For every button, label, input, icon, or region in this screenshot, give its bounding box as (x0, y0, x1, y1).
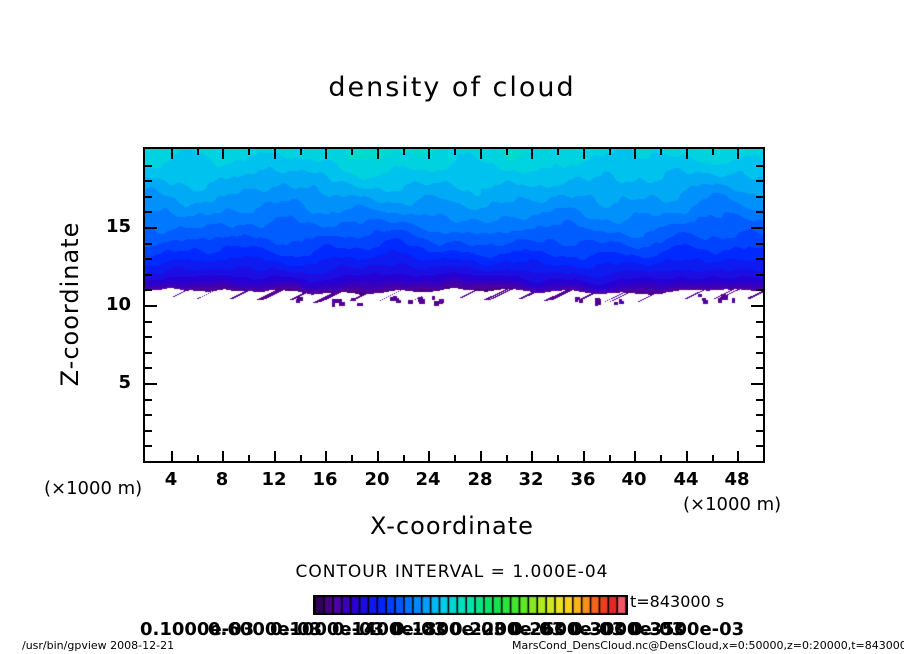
y-tick-label: 15 (105, 216, 131, 237)
colorbar-tick-label: 0.6000e-03 (208, 619, 323, 640)
y-axis-title: Z-coordinate (56, 221, 84, 387)
colorbar-tick-label: 0.3500e-03 (630, 619, 745, 640)
density-field-heatmap (145, 149, 763, 461)
footer-command: /usr/bin/gpview 2008-12-21 (22, 639, 175, 652)
x-tick-label: 44 (673, 469, 699, 490)
x-tick-label: 32 (518, 469, 544, 490)
colorbar-tick-label: 0.2200e-03 (450, 619, 565, 640)
x-tick-label: 36 (570, 469, 596, 490)
colorbar (313, 595, 628, 615)
x-axis-unit-right: (×1000 m) (683, 494, 782, 515)
x-tick-label: 4 (164, 469, 178, 490)
x-tick-label: 40 (621, 469, 647, 490)
y-tick-label: 5 (118, 372, 131, 393)
colorbar-tick-label: 0.1000e-03 (270, 619, 385, 640)
x-axis-unit-left: (×1000 m) (44, 478, 143, 499)
page-title: density of cloud (328, 72, 576, 103)
contour-interval-label: CONTOUR INTERVAL = 1.000E-04 (295, 562, 609, 582)
x-tick-label: 20 (364, 469, 390, 490)
x-tick-label: 24 (415, 469, 441, 490)
colorbar-tick-labels: 0.1000e-03 0.6000e-03 0.1000e-03 0.1400e-03… (140, 619, 780, 643)
x-tick-label: 48 (724, 469, 750, 490)
x-tick-label: 12 (261, 469, 287, 490)
x-tick-label: 8 (215, 469, 229, 490)
colorbar-tick-label: 0.1400e-03 (332, 619, 447, 640)
colorbar-tick-label: 0.1000e-03 (140, 619, 255, 640)
x-tick-label: 28 (467, 469, 493, 490)
colorbar-tick-label: 0.1800e-03 (392, 619, 507, 640)
plot-area (143, 147, 765, 463)
colorbar-tick-label: 0.3000e-03 (570, 619, 685, 640)
colorbar-gradient (313, 595, 628, 615)
y-tick-label: 10 (105, 294, 131, 315)
footer-dataset-info: MarsCond_DensCloud.nc@DensCloud,x=0:5000… (512, 639, 904, 652)
x-tick-label: 16 (312, 469, 338, 490)
time-label: t=843000 s (630, 592, 725, 611)
x-axis-title: X-coordinate (370, 512, 534, 540)
colorbar-tick-label: 0.2600e-03 (510, 619, 625, 640)
